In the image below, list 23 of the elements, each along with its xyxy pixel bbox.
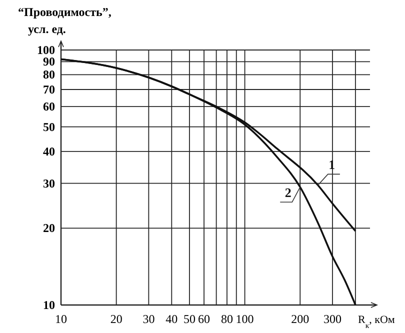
y-tick-label: 100 [37, 43, 55, 57]
x-tick-label: 60 [198, 312, 210, 326]
x-tick-label: 10 [55, 312, 67, 326]
y-tick-label: 30 [43, 176, 55, 190]
y-tick-label: 40 [43, 144, 55, 158]
x-tick-label: 30 [142, 312, 155, 326]
x-tick-label: 20 [110, 312, 122, 326]
y-axis-title: “Проводимость”, усл. ед. [18, 5, 112, 36]
y-tick-label: 70 [43, 82, 55, 96]
x-tick-label: 80 [220, 312, 233, 326]
x-tick-label: 200 [291, 312, 310, 326]
y-tick-label: 10 [43, 298, 55, 312]
x-tick-label: 300 [323, 312, 342, 326]
x-axis-title: R$_{к}$, кОм [358, 314, 395, 330]
x-tick-label: 40 [166, 312, 178, 326]
x-tick-label: 100 [236, 312, 254, 326]
y-tick-label: 90 [43, 54, 55, 69]
series-label: 2 [284, 185, 292, 200]
y-tick-label: 50 [43, 120, 55, 134]
y-tick-label: 60 [43, 100, 55, 114]
y-tick-label: 80 [43, 68, 55, 82]
x-tick-label: 50 [183, 312, 196, 326]
y-tick-label: 20 [43, 221, 55, 236]
